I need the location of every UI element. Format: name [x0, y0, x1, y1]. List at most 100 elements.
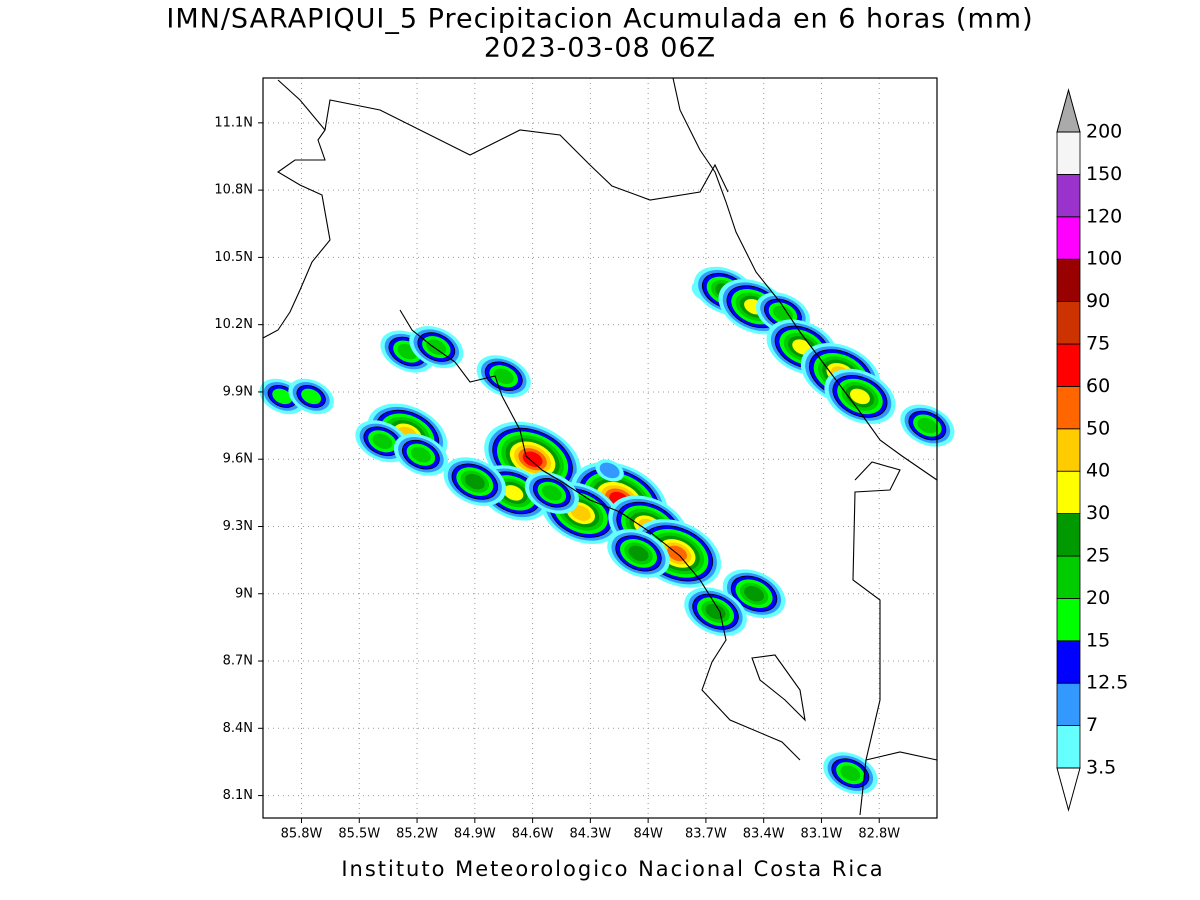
- rain-core: [917, 417, 938, 434]
- rain-cell: [823, 752, 878, 795]
- y-tick-label: 8.4N: [223, 721, 253, 736]
- footer: Instituto Meteorologico Nacional Costa R…: [341, 857, 884, 881]
- colorbar-label: 75: [1086, 333, 1110, 355]
- map-frame: [262, 77, 938, 819]
- colorbar-label: 3.5: [1086, 757, 1116, 779]
- x-tick-label: 84.9W: [454, 827, 496, 842]
- y-tick-label: 8.7N: [223, 654, 253, 669]
- colorbar-segment: [1056, 513, 1081, 557]
- rain-cell: [393, 433, 448, 476]
- colorbar-label: 50: [1086, 417, 1110, 439]
- colorbar-segment: [1056, 428, 1081, 472]
- colorbar-segment: [1056, 640, 1081, 684]
- coastline-pacific: [262, 79, 331, 339]
- rain-core: [772, 305, 793, 322]
- colorbar-label: 120: [1086, 205, 1122, 227]
- colorbar-segment: [1056, 682, 1081, 727]
- colorbar-label: 7: [1086, 714, 1098, 736]
- rain-core: [493, 368, 514, 384]
- rain-cell: [409, 326, 464, 369]
- x-tick-label: 85.2W: [396, 827, 438, 842]
- colorbar-label: 20: [1086, 587, 1110, 609]
- x-tick-label: 83.7W: [685, 827, 727, 842]
- x-tick-label: 84.3W: [569, 827, 611, 842]
- rain-cell: [443, 457, 507, 506]
- x-tick-label: 85.8W: [281, 827, 323, 842]
- coastline-burica: [865, 751, 938, 761]
- colorbar-segment: [1056, 470, 1081, 515]
- colorbar-segment: [1056, 598, 1081, 642]
- colorbar-under: [1056, 767, 1081, 812]
- coastline-osa: [751, 654, 806, 722]
- rain-core: [599, 462, 620, 479]
- rain-cell: [355, 420, 410, 463]
- rain-core: [372, 433, 393, 450]
- x-tick-label: 83.1W: [801, 827, 843, 842]
- colorbar-label: 200: [1086, 121, 1122, 143]
- rain-cell: [607, 529, 670, 578]
- colorbar-label: 100: [1086, 248, 1122, 270]
- colorbar-label: 12.5: [1086, 672, 1128, 694]
- x-tick-label: 84W: [633, 827, 663, 842]
- rain-core: [426, 339, 447, 355]
- x-tick-label: 85.5W: [338, 827, 380, 842]
- rain-core: [464, 473, 485, 490]
- colorbar-segment: [1056, 131, 1081, 175]
- subtitle: 2023-03-08 06Z: [484, 33, 716, 64]
- colorbar-label: 25: [1086, 545, 1110, 567]
- y-tick-label: 10.5N: [214, 250, 253, 265]
- border-nicaragua: [324, 99, 729, 201]
- rain-cell: [476, 355, 531, 398]
- colorbar-segment: [1056, 385, 1081, 430]
- colorbar-label: 60: [1086, 375, 1110, 397]
- colorbar-over: [1056, 88, 1081, 133]
- colorbar: 3.5 7 12.5 15 20 25 30 40 50 60 75 90 100 120 150 200: [1056, 88, 1128, 812]
- x-tick-label: 83.4W: [743, 827, 785, 842]
- rain-core: [522, 451, 543, 467]
- colorbar-label: 30: [1086, 502, 1110, 524]
- colorbar-label: 90: [1086, 290, 1110, 312]
- colorbar-label: 15: [1086, 629, 1110, 651]
- colorbar-segment: [1056, 725, 1081, 769]
- rain-core: [840, 765, 861, 781]
- rain-cell: [684, 587, 747, 637]
- colorbar-segment: [1056, 343, 1081, 387]
- precipitation-field: [259, 266, 955, 795]
- y-tick-label: 9.9N: [223, 384, 253, 399]
- rain-core: [541, 485, 562, 501]
- rain-cell: [900, 404, 955, 447]
- y-tick-label: 8.1N: [223, 788, 253, 803]
- rain-core: [410, 446, 431, 463]
- rain-core: [503, 485, 524, 501]
- coastline-caribbean: [672, 77, 938, 481]
- y-tick-label: 11.1N: [214, 115, 253, 130]
- rain-core: [570, 505, 591, 521]
- rain-core: [744, 586, 765, 602]
- y-tick-label: 9.3N: [223, 519, 253, 534]
- y-tick-label: 10.8N: [214, 183, 253, 198]
- rain-cell: [288, 378, 334, 415]
- x-tick-label: 82.8W: [858, 827, 900, 842]
- y-tick-label: 10.2N: [214, 317, 253, 332]
- colorbar-segment: [1056, 301, 1081, 345]
- rain-core: [850, 388, 870, 405]
- coastline-nicoya: [399, 309, 801, 761]
- colorbar-segment: [1056, 555, 1081, 599]
- x-tick-label: 84.6W: [512, 827, 554, 842]
- y-tick-label: 9N: [235, 586, 253, 601]
- coastline: [262, 77, 938, 816]
- y-tick-label: 9.6N: [223, 452, 253, 467]
- colorbar-label: 40: [1086, 460, 1110, 482]
- colorbar-segment: [1056, 258, 1081, 303]
- colorbar-segment: [1056, 216, 1081, 260]
- rain-cell: [595, 459, 624, 482]
- rain-core: [301, 388, 322, 405]
- title: IMN/SARAPIQUI_5 Precipitacion Acumulada …: [166, 4, 1033, 35]
- rain-core: [272, 388, 293, 405]
- rain-cell: [524, 471, 579, 514]
- colorbar-segment: [1056, 173, 1081, 218]
- border-panama: [852, 461, 901, 816]
- colorbar-label: 150: [1086, 163, 1122, 185]
- rain-core: [628, 545, 649, 562]
